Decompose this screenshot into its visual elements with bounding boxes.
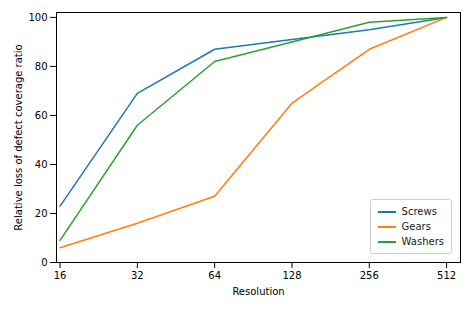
html-text:Screws: Screws — [401, 206, 437, 217]
svg-text:128: 128 — [282, 270, 301, 281]
svg-text:64: 64 — [208, 270, 221, 281]
svg-text:Resolution: Resolution — [232, 286, 284, 297]
html-text:Gears: Gears — [401, 221, 431, 232]
svg-text:32: 32 — [131, 270, 144, 281]
svg-text:60: 60 — [35, 110, 48, 121]
svg-text:100: 100 — [28, 12, 47, 23]
svg-text:0: 0 — [41, 257, 47, 268]
svg-text:40: 40 — [35, 159, 48, 170]
html-text:Washers: Washers — [401, 236, 444, 247]
svg-text:20: 20 — [35, 208, 48, 219]
svg-text:256: 256 — [360, 270, 379, 281]
svg-text:16: 16 — [54, 270, 67, 281]
svg-text:80: 80 — [35, 61, 48, 72]
svg-text:Relative loss of defect covera: Relative loss of defect coverage ratio — [13, 44, 24, 230]
svg-text:512: 512 — [437, 270, 456, 281]
